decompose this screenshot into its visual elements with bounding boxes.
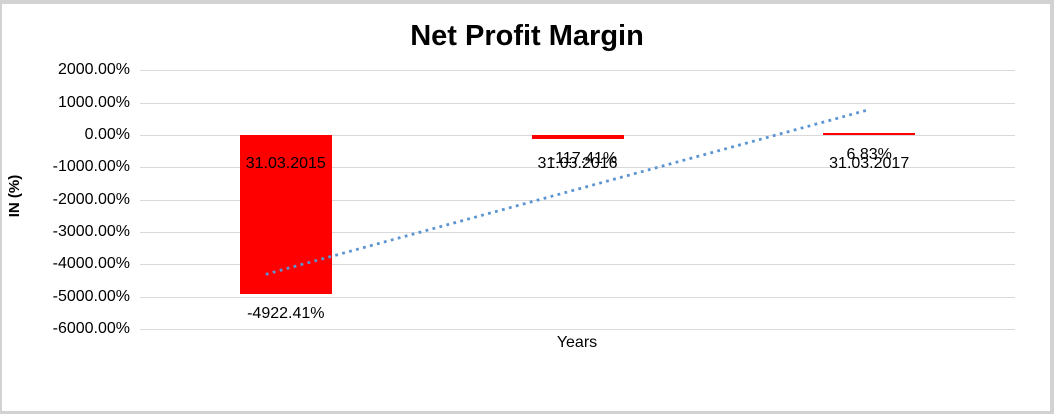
y-tick-label: -3000.00% — [52, 222, 130, 240]
y-tick-label: -1000.00% — [52, 158, 130, 176]
window-border-left — [0, 0, 2, 414]
x-axis-title: Years — [556, 334, 598, 351]
y-tick-label: 0.00% — [84, 126, 130, 143]
gridline--6000.00% — [140, 328, 1015, 330]
window-border-top — [0, 0, 1054, 4]
bar-31.03.2016 — [531, 135, 624, 139]
data-label-31.03.2015: -4922.41% — [247, 305, 325, 322]
y-tick-label: -6000.00% — [52, 319, 130, 337]
data-label-31.03.2016: -117.41% — [549, 149, 618, 167]
window-border-right — [1050, 0, 1054, 414]
y-tick-label: -5000.00% — [52, 287, 130, 305]
window-border-bottom — [0, 411, 1054, 414]
category-label-31.03.2015: 31.03.2015 — [245, 155, 326, 172]
y-tick-label: -2000.00% — [52, 190, 130, 208]
gridline-2000.00% — [140, 70, 1015, 72]
chart-title: Net Profit Margin — [410, 20, 644, 52]
y-tick-label: 1000.00% — [57, 93, 130, 111]
y-tick-label: 2000.00% — [57, 61, 130, 79]
gridline--5000.00% — [140, 296, 1015, 298]
y-tick-label: -4000.00% — [52, 255, 130, 273]
data-label-31.03.2017: 6.83% — [846, 146, 892, 163]
gridline-1000.00% — [140, 102, 1015, 104]
bar-31.03.2017 — [823, 132, 916, 135]
